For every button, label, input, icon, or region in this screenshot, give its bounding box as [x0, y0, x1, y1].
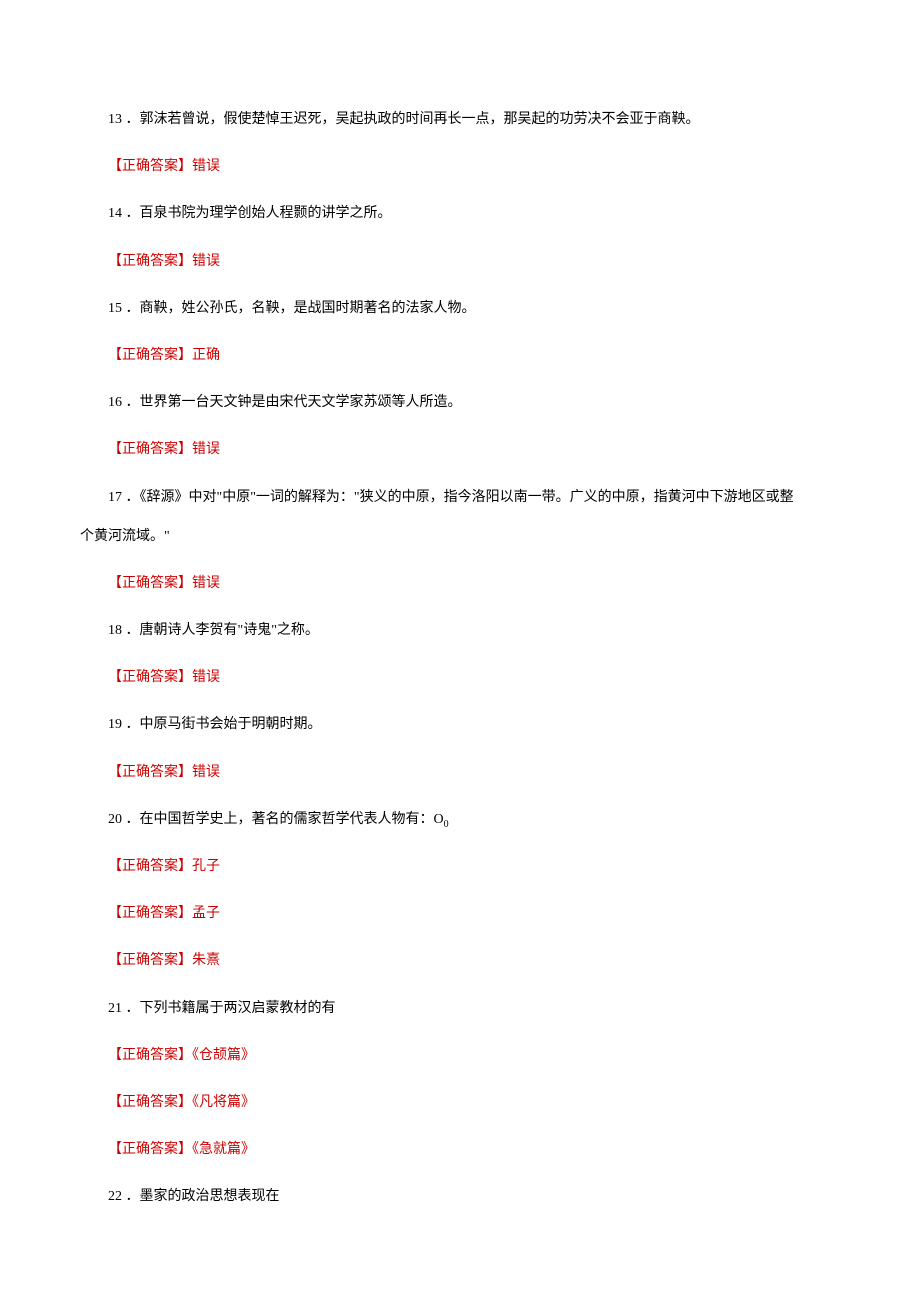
document-content: 13 ．郭沫若曾说，假使楚悼王迟死，吴起执政的时间再长一点，那吴起的功劳决不会亚…: [80, 100, 840, 1217]
answer-13: 【正确答案】错误: [80, 147, 840, 186]
question-number: 16: [108, 395, 122, 410]
question-13: 13 ．郭沫若曾说，假使楚悼王迟死，吴起执政的时间再长一点，那吴起的功劳决不会亚…: [80, 100, 840, 139]
question-17: 17 ．《辞源》中对"中原"一词的解释为："狭义的中原，指今洛阳以南一带。广义的…: [80, 478, 840, 556]
question-text: ．中原马街书会始于明朝时期。: [126, 717, 322, 732]
question-14: 14 ．百泉书院为理学创始人程颢的讲学之所。: [80, 194, 840, 233]
answer-18: 【正确答案】错误: [80, 658, 840, 697]
question-number: 19: [108, 717, 122, 732]
question-15: 15 ．商鞅，姓公孙氏，名鞅，是战国时期著名的法家人物。: [80, 289, 840, 328]
question-16: 16 ．世界第一台天文钟是由宋代天文学家苏颂等人所造。: [80, 383, 840, 422]
answer-16: 【正确答案】错误: [80, 430, 840, 469]
question-text: ．唐朝诗人李贺有"诗鬼"之称。: [126, 623, 319, 638]
answer-21-2: 【正确答案】《凡将篇》: [80, 1083, 840, 1122]
question-20: 20 ．在中国哲学史上，著名的儒家哲学代表人物有：O0: [80, 800, 840, 839]
question-text: ．郭沫若曾说，假使楚悼王迟死，吴起执政的时间再长一点，那吴起的功劳决不会亚于商鞅…: [126, 112, 700, 127]
answer-17: 【正确答案】错误: [80, 564, 840, 603]
question-number: 15: [108, 301, 122, 316]
question-19: 19 ．中原马街书会始于明朝时期。: [80, 705, 840, 744]
question-18: 18 ．唐朝诗人李贺有"诗鬼"之称。: [80, 611, 840, 650]
question-text-prefix: ．在中国哲学史上，著名的儒家哲学代表人物有：O: [126, 812, 444, 827]
question-text: ．世界第一台天文钟是由宋代天文学家苏颂等人所造。: [126, 395, 462, 410]
answer-15: 【正确答案】正确: [80, 336, 840, 375]
question-text: ．百泉书院为理学创始人程颢的讲学之所。: [126, 206, 392, 221]
question-number: 22: [108, 1189, 122, 1204]
question-22: 22 ．墨家的政治思想表现在: [80, 1177, 840, 1216]
answer-21-3: 【正确答案】《急就篇》: [80, 1130, 840, 1169]
answer-21-1: 【正确答案】《仓颉篇》: [80, 1036, 840, 1075]
question-21: 21 ．下列书籍属于两汉启蒙教材的有: [80, 989, 840, 1028]
question-number: 13: [108, 112, 122, 127]
question-text: ．下列书籍属于两汉启蒙教材的有: [126, 1001, 336, 1016]
question-number: 18: [108, 623, 122, 638]
question-number: 14: [108, 206, 122, 221]
question-text: ．商鞅，姓公孙氏，名鞅，是战国时期著名的法家人物。: [126, 301, 476, 316]
question-text: ．墨家的政治思想表现在: [126, 1189, 280, 1204]
question-number: 20: [108, 812, 122, 827]
question-subscript: 0: [444, 819, 449, 830]
answer-20-2: 【正确答案】孟子: [80, 894, 840, 933]
answer-20-1: 【正确答案】孔子: [80, 847, 840, 886]
question-text-line2: 个黄河流域。": [80, 517, 840, 556]
question-text-line1: ．《辞源》中对"中原"一词的解释为："狭义的中原，指今洛阳以南一带。广义的中原，…: [126, 490, 794, 505]
question-number: 17: [108, 490, 122, 505]
answer-19: 【正确答案】错误: [80, 753, 840, 792]
answer-14: 【正确答案】错误: [80, 242, 840, 281]
answer-20-3: 【正确答案】朱熹: [80, 941, 840, 980]
question-number: 21: [108, 1001, 122, 1016]
